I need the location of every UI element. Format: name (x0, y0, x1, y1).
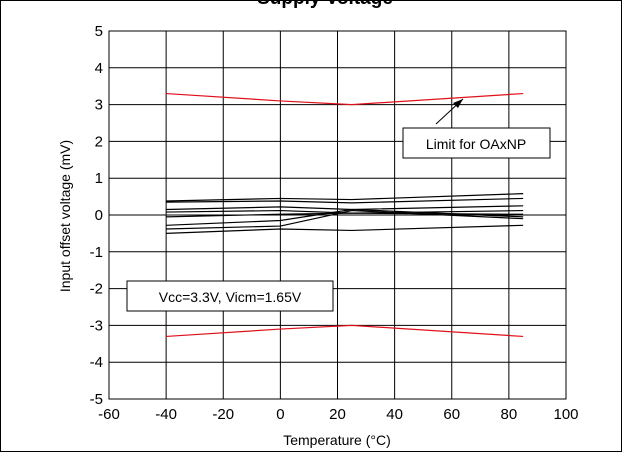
x-tick-label: -60 (98, 406, 120, 423)
limit-line-1 (166, 324, 524, 338)
annotation-box (402, 127, 551, 159)
annotation-limit: Limit for OAxNP (402, 98, 551, 159)
x-axis-title: Temperature (°C) (283, 432, 391, 448)
data-series-line-4 (166, 205, 524, 211)
y-tick-label: 4 (95, 60, 103, 77)
y-tick-label: 2 (95, 133, 103, 150)
data-series-line-3 (166, 197, 524, 204)
annotation-conditions: Vcc=3.3V, Vicm=1.65V (126, 280, 334, 312)
limit-line-0 (166, 92, 524, 106)
x-tick-label: -20 (212, 406, 234, 423)
y-tick-label: -3 (90, 317, 103, 334)
annotation-arrowhead (453, 99, 463, 108)
x-tick-label: 60 (443, 406, 460, 423)
y-tick-label: -4 (90, 354, 103, 371)
x-tick-label: 40 (386, 406, 403, 423)
x-tick-label: -40 (155, 406, 177, 423)
data-series-line-9 (166, 224, 524, 234)
chart-title: Supply Voltage (257, 1, 393, 9)
y-tick-label: 0 (95, 207, 103, 224)
y-tick-label: -5 (90, 391, 103, 408)
plot-area (166, 92, 524, 338)
annotation-box (126, 280, 334, 312)
annotation-text-limit: Limit for OAxNP (426, 136, 526, 152)
x-tick-label: 20 (329, 406, 346, 423)
plot-border (108, 30, 567, 400)
y-tick-label: 1 (95, 170, 103, 187)
x-tick-label: 0 (276, 406, 284, 423)
data-series-line-5 (166, 209, 524, 214)
y-tick-label: 5 (95, 23, 103, 40)
x-tick-label: 100 (553, 406, 578, 423)
annotation-text-conditions: Vcc=3.3V, Vicm=1.65V (159, 289, 302, 305)
y-tick-label: -1 (90, 244, 103, 261)
x-tick-label: 80 (501, 406, 518, 423)
data-series-line-8 (166, 209, 524, 230)
data-series-line-2 (166, 193, 524, 202)
tick-labels: -60 -40 -20 0 20 40 60 80 100 -5 -4 -3 -2 -1 0 1 2 3 4 5 (90, 23, 579, 423)
y-tick-label: 3 (95, 97, 103, 114)
y-tick-label: -2 (90, 281, 103, 298)
grid (109, 31, 566, 399)
y-axis-title: Input offset voltage (mV) (57, 140, 73, 292)
data-series-line-7 (166, 208, 524, 226)
